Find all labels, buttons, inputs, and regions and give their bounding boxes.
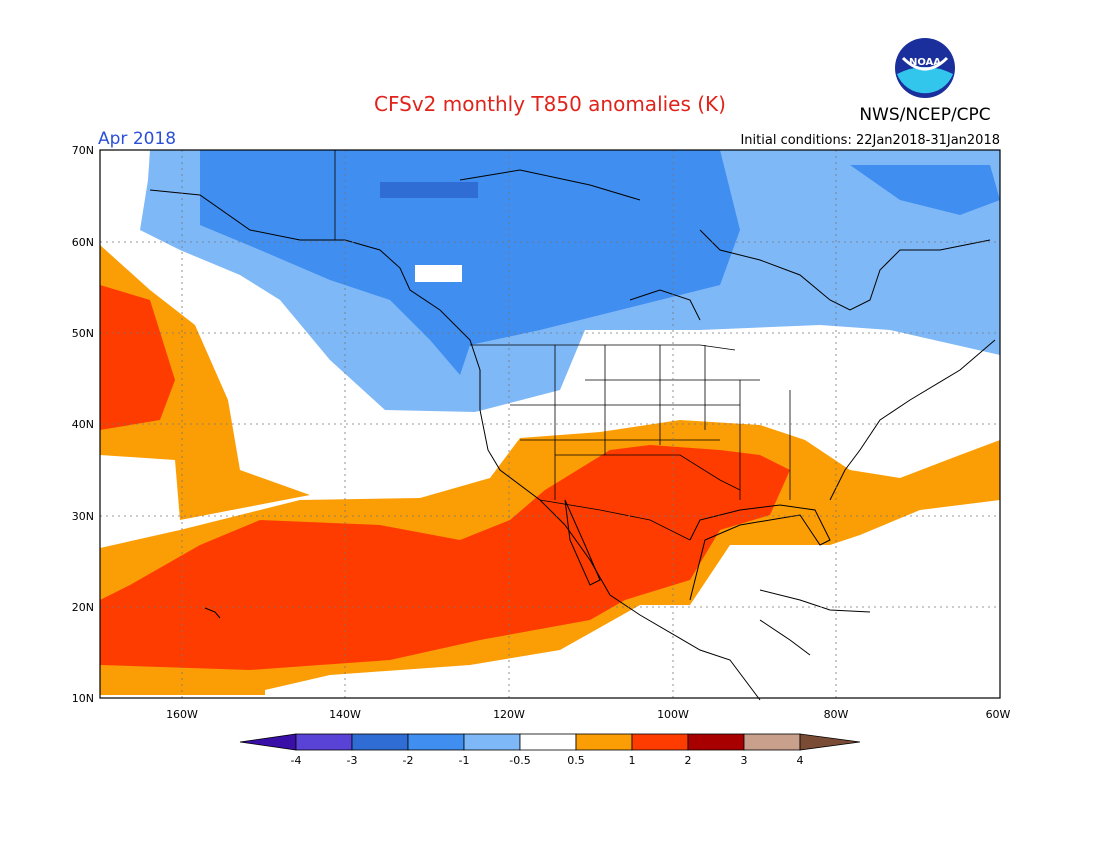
legend-label: 4 (797, 754, 804, 767)
legend-label: -4 (291, 754, 302, 767)
legend-label: -3 (347, 754, 358, 767)
legend-label: 3 (741, 754, 748, 767)
anomaly-region-m2-m1-east (850, 165, 1000, 215)
lon-tick-80w: 80W (824, 708, 849, 721)
lat-axis: 70N 60N 50N 40N 30N 20N 10N (72, 144, 94, 705)
anomaly-map (99, 149, 1001, 701)
color-bar (239, 733, 861, 751)
swatch-lt-m4 (239, 733, 297, 751)
lat-tick-60n: 60N (72, 236, 94, 249)
lon-axis: 160W 140W 120W 100W 80W 60W (166, 708, 1010, 721)
lat-tick-40n: 40N (72, 418, 94, 431)
swatch-m1-m05 (463, 733, 521, 751)
color-bar-labels: -4 -3 -2 -1 -0.5 0.5 1 2 3 4 (291, 754, 804, 767)
anomaly-region-p1-p2-west (100, 285, 175, 430)
swatch-neutral (519, 733, 577, 751)
gridlines (100, 150, 1000, 698)
swatch-p1-p2 (631, 733, 689, 751)
lon-tick-160w: 160W (166, 708, 198, 721)
map-frame (99, 149, 1001, 699)
lon-tick-60w: 60W (986, 708, 1011, 721)
anomaly-region-p1-p2 (100, 445, 790, 670)
swatch-m3-m2 (351, 733, 409, 751)
period-label: Apr 2018 (98, 129, 176, 149)
logo-text: NOAA (909, 57, 941, 68)
org-label: NWS/NCEP/CPC (859, 105, 990, 125)
anomaly-region-m3-m2 (380, 182, 478, 198)
legend-label: -1 (459, 754, 470, 767)
coastlines (149, 169, 996, 701)
legend-label: -0.5 (509, 754, 530, 767)
noaa-logo: NOAA (895, 38, 955, 98)
legend-label: 0.5 (567, 754, 585, 767)
swatch-m2-m1 (407, 733, 465, 751)
lon-tick-100w: 100W (657, 708, 689, 721)
lat-tick-70n: 70N (72, 144, 94, 157)
legend-label: 2 (685, 754, 692, 767)
swatch-m4-m3 (295, 733, 353, 751)
lat-tick-50n: 50N (72, 327, 94, 340)
political-borders (334, 150, 791, 541)
lat-tick-30n: 30N (72, 510, 94, 523)
legend-label: 1 (629, 754, 636, 767)
neutral-patch (415, 265, 462, 282)
swatch-gt-p4 (799, 733, 861, 751)
lat-tick-20n: 20N (72, 601, 94, 614)
swatch-p2-p3 (687, 733, 745, 751)
lon-tick-140w: 140W (329, 708, 361, 721)
map-title: CFSv2 monthly T850 anomalies (K) (374, 92, 726, 116)
lat-tick-10n: 10N (72, 692, 94, 705)
lon-tick-120w: 120W (493, 708, 525, 721)
initial-conditions-label: Initial conditions: 22Jan2018-31Jan2018 (740, 133, 1000, 148)
swatch-p3-p4 (743, 733, 801, 751)
legend-label: -2 (403, 754, 414, 767)
swatch-p05-p1 (575, 733, 633, 751)
